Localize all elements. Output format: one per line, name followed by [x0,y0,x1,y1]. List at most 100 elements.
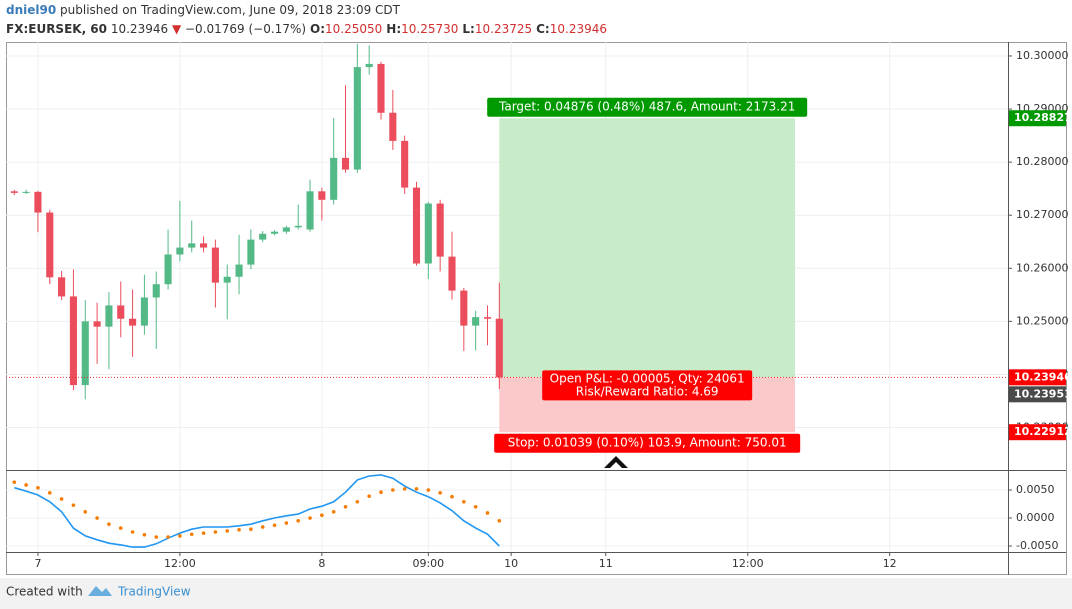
signal-dot [497,518,502,523]
signal-dot [130,530,135,534]
signal-dot [225,529,230,533]
y-tick-label: 0.0050 [1016,483,1055,496]
ohlc-value: 10.23946 [550,22,607,36]
candle-body [200,243,208,248]
signal-dot [201,531,206,535]
symbol: FX:EURSEK, 60 [6,22,107,36]
candle-body [34,191,42,213]
main-pane [6,42,1008,470]
candle-body [318,191,326,200]
signal-dot [36,485,40,490]
signal-dot [355,499,360,504]
pnl-label: Open P&L: -0.00005, Qty: 24061 [550,371,745,385]
signal-dot [213,530,218,534]
price-badge-label: 10.22912 [1014,425,1072,438]
x-tick-label: 7 [34,557,41,570]
x-tick-label: 11 [599,557,613,570]
signal-dot [59,497,64,501]
candle-body [140,297,148,326]
candle-body [495,318,503,378]
signal-dot [237,527,241,532]
signal-dot [473,504,478,509]
candle-body [164,254,172,285]
candle-body [377,63,385,113]
ohlc-key: L: [462,22,474,36]
price-badge-label: 10.23951 [1014,387,1072,400]
candle-body [270,231,279,234]
candle-body [235,264,243,277]
signal-dot [272,523,277,528]
target-zone [499,118,796,378]
candle-body [330,157,338,200]
x-tick-label: 12:00 [164,557,196,570]
change: −0.01769 (−0.17%) [185,22,306,36]
candle-body [483,317,492,319]
ohlc-key: H: [386,22,401,36]
target-label-box [487,97,808,117]
signal-dot [485,511,490,515]
candle-body [424,203,432,264]
target-label: Target: 0.04876 (0.48%) 487.6, Amount: 2… [498,100,795,114]
signal-dot [166,535,170,539]
candle-body [105,305,113,327]
signal-dot [95,516,99,520]
signal-dot [308,516,312,520]
candle-body [188,243,196,248]
signal-dot [450,494,454,499]
candle-body [436,203,444,257]
x-tick-label: 12 [883,557,897,570]
y-tick-label: 10.28000 [1016,155,1069,168]
signal-dot [414,487,419,491]
candle-body [365,63,373,68]
last-price: 10.23946 [111,22,168,36]
signal-dot [438,490,442,495]
candle-body [282,227,290,232]
overlay: 712:00809:00101112:001210.2300010.240001… [34,49,1072,570]
signal-dot [462,499,466,504]
stop-label-box [494,433,801,453]
candle-body [223,276,231,283]
published: published on TradingView.com, June 09, 2… [60,3,401,17]
author: dniel90 [6,3,56,17]
chart-frame [6,42,1067,575]
price-badge [1009,386,1066,403]
oscillator-pane [6,471,1008,552]
signal-dot [118,526,123,530]
signal-dot [178,534,182,538]
candle-body [306,191,314,230]
candle-body [341,157,350,170]
candle-body [117,305,125,319]
candle-body [247,239,255,265]
change-arrow: ▼ [172,22,182,36]
signal-dot [71,503,76,507]
candle-body [69,296,77,386]
candle-body [472,317,480,326]
signal-dot [320,513,324,517]
candle-body [353,67,361,170]
signal-dot [189,532,194,537]
ohlc-value: 10.25730 [401,22,458,36]
candle-body [81,321,89,386]
signal-dot [12,480,17,484]
cursor-icon [604,456,628,468]
price-badge-label: 10.23946 [1014,370,1072,383]
x-tick-label: 8 [318,557,325,570]
y-tick-label: 10.26000 [1016,261,1069,274]
y-tick-label: 0.0000 [1016,511,1055,524]
x-tick-label: 10 [504,557,518,570]
signal-dot [402,487,407,491]
pnl-label-box [542,370,753,401]
candle-body [22,191,30,193]
signal-dot [284,521,289,525]
signal-dot [249,527,253,532]
ohlc-value: 10.25050 [325,22,382,36]
pnl-label: Risk/Reward Ratio: 4.69 [576,384,719,398]
x-tick-label: 12:00 [732,557,764,570]
candle-body [176,247,184,255]
signal-dot [47,490,52,495]
signal-dot [331,510,336,514]
signal-dot [260,525,265,529]
ohlc-key: O: [310,22,325,36]
ohlc-key: C: [536,22,550,36]
candle-body [460,290,468,326]
